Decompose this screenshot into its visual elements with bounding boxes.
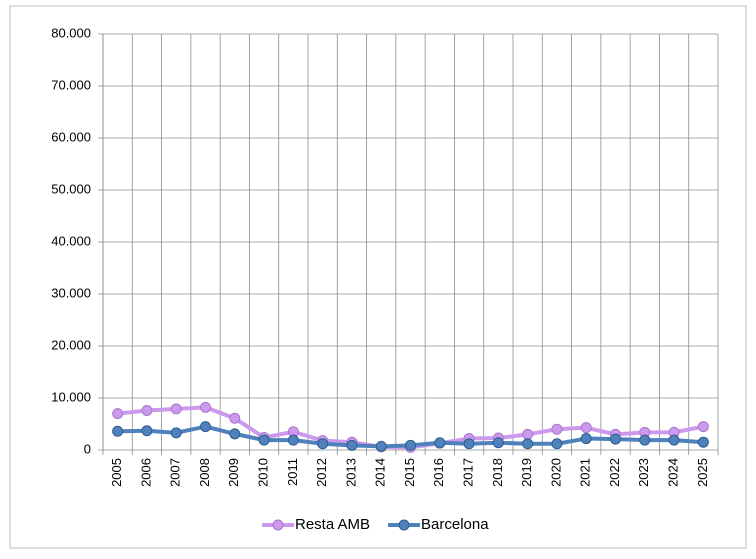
series-marker — [346, 439, 358, 451]
x-tick-label: 2012 — [314, 458, 329, 487]
x-tick-label: 2022 — [607, 458, 622, 487]
x-tick-label: 2008 — [197, 458, 212, 487]
x-tick-label: 2023 — [636, 458, 651, 487]
x-tick-label: 2010 — [256, 458, 271, 487]
series-marker — [551, 438, 563, 450]
x-tick-label: 2006 — [138, 458, 153, 487]
x-tick-label: 2016 — [431, 458, 446, 487]
series-marker — [463, 438, 475, 450]
x-tick-label: 2011 — [285, 458, 300, 486]
y-tick-label: 30.000 — [51, 285, 91, 300]
x-tick-label: 2017 — [461, 458, 476, 487]
series-marker — [551, 423, 563, 435]
series-marker — [317, 438, 329, 450]
series-marker — [375, 440, 387, 452]
series-marker — [229, 412, 241, 424]
y-tick-label: 0 — [84, 441, 91, 456]
series-marker — [639, 434, 651, 446]
series-marker — [200, 421, 211, 433]
y-tick-label: 20.000 — [51, 337, 91, 352]
x-tick-label: 2005 — [109, 458, 124, 487]
x-tick-label: 2007 — [168, 458, 183, 487]
y-tick-label: 60.000 — [51, 129, 91, 144]
y-tick-label: 80.000 — [51, 25, 91, 40]
series-marker — [697, 421, 709, 433]
series-marker — [141, 425, 153, 437]
x-tick-label: 2021 — [578, 458, 593, 487]
series-marker — [492, 437, 504, 449]
series-marker — [405, 439, 416, 451]
x-tick-label: 2014 — [373, 458, 388, 487]
legend-label: Resta AMB — [295, 516, 370, 533]
series-marker — [522, 428, 534, 440]
series-marker — [200, 401, 211, 413]
series-marker — [258, 434, 270, 446]
y-tick-label: 40.000 — [51, 233, 91, 248]
y-tick-label: 50.000 — [51, 181, 91, 196]
x-tick-label: 2019 — [519, 458, 534, 487]
x-tick-label: 2025 — [695, 458, 710, 487]
series-marker — [112, 408, 124, 420]
series-marker — [580, 422, 592, 434]
series-marker — [522, 438, 534, 450]
y-tick-label: 70.000 — [51, 77, 91, 92]
x-tick-label: 2020 — [548, 458, 563, 487]
series-marker — [170, 427, 182, 439]
series-marker — [697, 436, 709, 448]
series-marker — [668, 434, 680, 446]
series-marker — [434, 437, 446, 449]
legend-marker — [398, 519, 410, 531]
x-tick-label: 2009 — [226, 458, 241, 487]
series-marker — [229, 428, 241, 440]
legend-label: Barcelona — [421, 516, 489, 533]
series-marker — [287, 434, 299, 446]
x-tick-label: 2024 — [666, 458, 681, 487]
y-tick-label: 10.000 — [51, 389, 91, 404]
series-marker — [610, 433, 621, 445]
series-marker — [170, 403, 182, 415]
x-tick-label: 2015 — [402, 458, 417, 487]
series-marker — [580, 433, 592, 445]
series-marker — [112, 425, 124, 437]
x-tick-label: 2018 — [490, 458, 505, 487]
x-tick-label: 2013 — [343, 458, 358, 487]
series-marker — [141, 404, 153, 416]
legend-marker — [272, 519, 284, 531]
